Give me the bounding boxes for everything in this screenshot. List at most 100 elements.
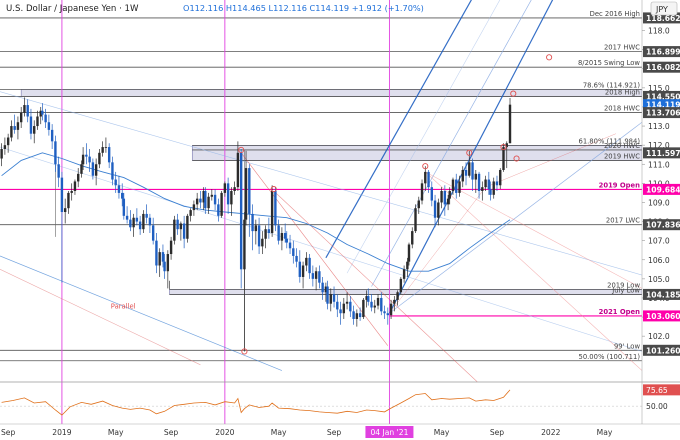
- candle-body: [336, 301, 339, 310]
- candle-body: [270, 191, 274, 234]
- candle-body: [85, 154, 88, 157]
- candle-body: [305, 257, 308, 266]
- pivot-marker: [422, 163, 429, 170]
- level-label: 2020 HWC: [604, 142, 640, 150]
- level-label: Dec 2016 High: [590, 10, 640, 18]
- candle-body: [443, 191, 447, 205]
- candle-body: [458, 181, 461, 193]
- candle-body: [179, 223, 183, 230]
- candle-body: [117, 185, 121, 193]
- candle-body: [0, 148, 3, 159]
- candle-body: [370, 301, 373, 308]
- candle-body: [166, 254, 170, 272]
- price-tick-label: 109.0: [648, 198, 670, 207]
- candle-body: [151, 225, 155, 241]
- candle-body: [114, 179, 117, 186]
- price-badge: [643, 344, 680, 356]
- candle-body: [111, 162, 114, 180]
- candle-body: [155, 240, 158, 266]
- candle-body: [285, 238, 288, 243]
- candle-body: [399, 278, 403, 293]
- candle-body: [288, 242, 292, 249]
- candle-body: [433, 200, 437, 218]
- descending-trend: [0, 91, 642, 276]
- candle-body: [314, 271, 318, 279]
- level-label: 2019 Open: [599, 181, 641, 189]
- candle-body: [195, 198, 199, 205]
- price-tick-label: 113.0: [648, 122, 670, 131]
- channel-upper: [325, 0, 472, 259]
- candle-body: [455, 179, 458, 193]
- price-badge: [643, 12, 680, 24]
- channel-base: [389, 121, 642, 314]
- candle-body: [362, 299, 365, 318]
- candle-body: [477, 173, 481, 191]
- price-badge: [643, 183, 680, 195]
- time-tick-label: 2020: [215, 428, 234, 437]
- price-badge-label: 111.597: [646, 149, 680, 158]
- candle-body: [417, 200, 420, 209]
- candle-body: [230, 191, 233, 205]
- candle-body: [91, 162, 95, 176]
- candle-body: [393, 299, 396, 304]
- parallel-line: [0, 255, 283, 371]
- candle-body: [60, 177, 64, 213]
- candle-body: [210, 194, 214, 197]
- currency-label: JPY: [655, 5, 668, 14]
- candle-body: [104, 147, 108, 148]
- candle-body: [437, 202, 440, 218]
- pivot-marker: [238, 146, 245, 153]
- candle-body: [508, 104, 512, 144]
- candle-body: [81, 154, 85, 165]
- candle-body: [88, 156, 91, 163]
- price-badge-label: 109.684: [646, 185, 680, 194]
- candle-body: [355, 313, 359, 319]
- time-tick-label: Sep: [164, 428, 178, 437]
- level-label: 2017 HWC: [604, 44, 640, 52]
- candle-body: [292, 248, 295, 256]
- candle-body: [121, 192, 124, 199]
- candle-body: [349, 301, 352, 312]
- candle-body: [44, 114, 47, 123]
- candle-body: [182, 223, 186, 239]
- price-badge-label: 118.662: [646, 14, 680, 23]
- channel-median: [371, 0, 532, 287]
- candle-body: [365, 296, 368, 300]
- rsi-line: [1, 389, 511, 416]
- channel-inner: [346, 0, 501, 274]
- price-badge-label: 113.706: [646, 109, 680, 118]
- candle-body: [474, 173, 477, 180]
- candle-body: [386, 313, 390, 316]
- candle-body: [358, 313, 362, 318]
- pivot-marker: [546, 54, 553, 61]
- candle-body: [77, 173, 80, 182]
- level-label: 8/2015 Swing Low: [578, 59, 640, 67]
- candle-body: [461, 169, 464, 182]
- price-badge: [643, 310, 680, 322]
- candle-body: [339, 309, 342, 314]
- candle-body: [440, 191, 443, 203]
- candle-body: [36, 116, 39, 127]
- level-label: 50.00% (100.711): [579, 353, 641, 361]
- time-tick-label: 2022: [541, 428, 560, 437]
- candle-body: [430, 187, 434, 201]
- time-tick-label: Sep: [327, 428, 341, 437]
- level-label: 2018 High: [605, 88, 640, 96]
- currency-button[interactable]: JPY: [650, 1, 678, 16]
- candle-body: [424, 171, 427, 184]
- candle-body: [376, 297, 380, 306]
- candle-body: [274, 191, 277, 226]
- candle-body: [311, 273, 315, 279]
- candle-body: [481, 187, 484, 191]
- candle-body: [236, 152, 240, 188]
- price-tick-label: 106.0: [648, 256, 670, 265]
- candle-body: [264, 229, 267, 239]
- candle-body: [138, 221, 142, 230]
- candle-body: [94, 164, 98, 176]
- pivot-marker: [466, 149, 473, 156]
- candle-body: [207, 196, 210, 209]
- price-tick-label: 102.0: [648, 332, 670, 341]
- candle-body: [19, 112, 23, 123]
- candle-body: [3, 145, 7, 149]
